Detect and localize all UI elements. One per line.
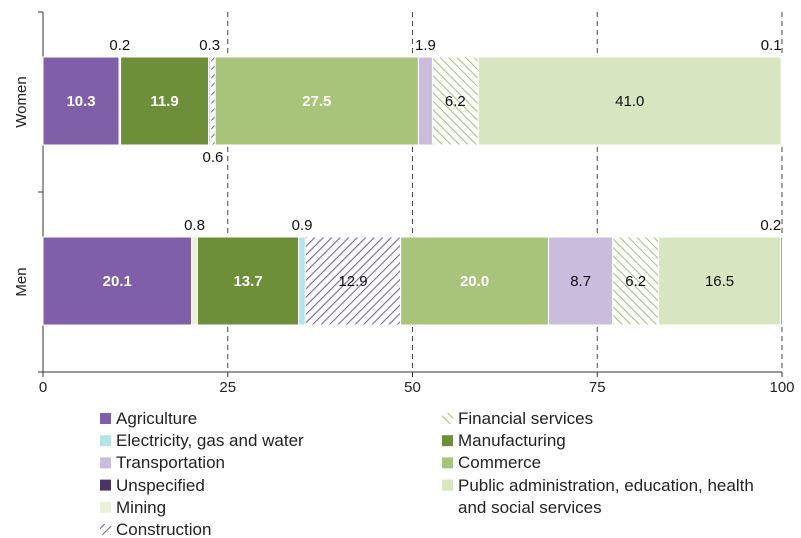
legend-label: Agriculture bbox=[116, 409, 198, 428]
legend-label: Public administration, education, health… bbox=[458, 475, 754, 517]
value-label: 41.0 bbox=[615, 93, 644, 110]
bar-segment bbox=[210, 56, 216, 146]
bar-segment bbox=[612, 236, 660, 326]
bar-segment bbox=[780, 236, 783, 326]
legend-swatch bbox=[442, 457, 453, 469]
category-label: Women bbox=[13, 76, 30, 127]
legend-label: Transportation bbox=[116, 453, 225, 473]
legend-swatch bbox=[442, 479, 453, 491]
value-label: 20.0 bbox=[460, 273, 489, 290]
bar-segment bbox=[191, 236, 198, 326]
value-label: 0.1 bbox=[761, 37, 782, 54]
value-label: 11.9 bbox=[150, 93, 178, 110]
legend-label: Construction bbox=[116, 520, 212, 538]
legend-swatch bbox=[100, 479, 111, 491]
value-label: 0.2 bbox=[109, 37, 130, 54]
bar-segment bbox=[780, 56, 783, 146]
value-label: 8.7 bbox=[570, 273, 591, 290]
legend-swatch bbox=[442, 435, 453, 447]
value-label: 0.3 bbox=[199, 37, 220, 54]
legend-swatch bbox=[442, 413, 453, 424]
legend-swatch bbox=[100, 413, 111, 424]
value-label: 0.2 bbox=[760, 217, 781, 234]
legend-label: Financial services bbox=[458, 409, 594, 428]
category-label: Men bbox=[13, 267, 30, 296]
value-label: 16.5 bbox=[705, 273, 734, 290]
bar-segment bbox=[431, 56, 479, 146]
legend-swatch bbox=[100, 457, 111, 469]
value-label: 12.9 bbox=[338, 273, 367, 290]
value-label: 10.3 bbox=[66, 93, 95, 110]
value-label: 20.1 bbox=[103, 273, 132, 290]
bar-segment bbox=[477, 56, 782, 146]
value-label: 6.2 bbox=[625, 273, 646, 290]
bar-segment bbox=[400, 236, 549, 326]
x-tick-label: 100 bbox=[769, 379, 794, 396]
legend-label: Manufacturing bbox=[458, 431, 566, 451]
bar-segment bbox=[298, 236, 306, 326]
value-label: 27.5 bbox=[302, 93, 331, 110]
x-tick-label: 25 bbox=[219, 379, 236, 396]
legend-label: Unspecified bbox=[116, 475, 205, 495]
bar-segment bbox=[658, 236, 782, 326]
legend-label: Electricity, gas and water bbox=[116, 431, 304, 451]
legend-label: Commerce bbox=[458, 453, 542, 473]
value-label: 0.9 bbox=[292, 217, 313, 234]
bar-segment bbox=[42, 56, 120, 146]
bar-segment bbox=[417, 56, 433, 146]
bar-segment bbox=[304, 236, 402, 326]
legend-label: Mining bbox=[116, 497, 167, 517]
value-label: 6.2 bbox=[445, 93, 466, 110]
x-tick-label: 50 bbox=[404, 379, 421, 396]
value-label: 1.9 bbox=[415, 37, 436, 54]
bar-segment bbox=[196, 236, 300, 326]
legend-swatch bbox=[100, 435, 111, 447]
value-label: 0.6 bbox=[203, 149, 224, 166]
legend-swatch bbox=[100, 501, 111, 513]
value-label: 13.7 bbox=[233, 273, 262, 290]
legend-swatch bbox=[100, 524, 111, 535]
x-tick-label: 75 bbox=[589, 379, 606, 396]
bar-segment bbox=[120, 56, 210, 146]
value-label: 0.8 bbox=[184, 217, 205, 234]
bar-segment bbox=[547, 236, 614, 326]
x-tick-label: 0 bbox=[39, 379, 47, 396]
